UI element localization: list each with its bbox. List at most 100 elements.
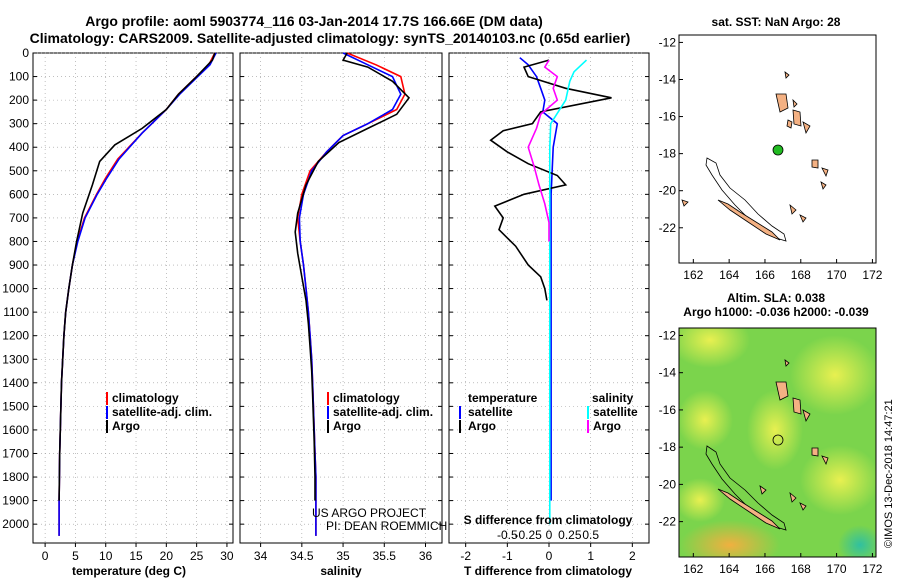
island-espiritu-santo bbox=[775, 381, 789, 401]
sst-title: sat. SST: NaN Argo: 28 bbox=[712, 15, 841, 29]
sla-blob bbox=[680, 520, 780, 557]
legend-argo-label: Argo bbox=[333, 419, 361, 433]
x-tick-label: 1 bbox=[587, 549, 594, 563]
map-lat-label: -14 bbox=[659, 72, 677, 86]
depth-tick-label: 200 bbox=[9, 93, 29, 107]
sst-map: sat. SST: NaN Argo: 28 162 164 166 168 170 17… bbox=[659, 15, 883, 282]
s-tick-label: 0 bbox=[546, 528, 553, 542]
salinity-axes bbox=[239, 52, 443, 544]
island-erromango bbox=[811, 159, 819, 169]
depth-tick-label: 1300 bbox=[2, 352, 29, 366]
imos-label: ©IMOS 13-Dec-2018 14:47:21 bbox=[883, 399, 895, 548]
legend-clim-label: climatology bbox=[112, 391, 179, 405]
title-line2: Climatology: CARS2009. Satellite-adjuste… bbox=[30, 30, 631, 46]
island-ambrym bbox=[786, 119, 793, 129]
sla-title-2: Argo h1000: -0.036 h2000: -0.039 bbox=[683, 305, 869, 319]
new-caledonia-outline bbox=[705, 445, 787, 531]
series-line-s-argo bbox=[527, 59, 559, 242]
series-line-t-argo bbox=[489, 59, 612, 301]
s-difference-label: S difference from climatology bbox=[464, 513, 633, 527]
sla-title-1: Altim. SLA: 0.038 bbox=[727, 291, 825, 305]
x-tick-label: 0 bbox=[546, 549, 553, 563]
series-line-argo bbox=[294, 52, 411, 501]
sla-blob bbox=[790, 335, 876, 415]
difference-panel: -2 -1 0 1 2 temperature satellite Argo salin… bbox=[448, 52, 650, 578]
x-tick-label: 34 bbox=[254, 549, 268, 563]
x-tick-label: 20 bbox=[160, 549, 174, 563]
island-malekula bbox=[792, 109, 802, 127]
map-lat-label: -22 bbox=[659, 515, 677, 529]
map-lat-label: -18 bbox=[659, 147, 677, 161]
map-lon-label: 170 bbox=[827, 268, 847, 282]
map-lon-label: 170 bbox=[827, 562, 847, 576]
x-tick-label: 35.5 bbox=[373, 549, 397, 563]
map-lon-label: 166 bbox=[755, 268, 775, 282]
legend-s-sat-label: satellite bbox=[593, 405, 638, 419]
t-difference-xlabel: T difference from climatology bbox=[464, 564, 632, 578]
island-efate bbox=[802, 409, 811, 423]
island-efate bbox=[802, 121, 811, 135]
map-lon-label: 164 bbox=[719, 268, 739, 282]
legend-temperature-title: temperature bbox=[468, 391, 538, 405]
sla-map: Altim. SLA: 0.038 Argo h1000: -0.036 h20… bbox=[659, 291, 883, 576]
depth-tick-label: 1400 bbox=[2, 376, 29, 390]
x-tick-label: 35 bbox=[336, 549, 350, 563]
temperature-axes bbox=[32, 52, 234, 544]
s-tick-label: 0.25 bbox=[558, 528, 582, 542]
sla-blob bbox=[679, 478, 725, 522]
map-lat-label: -18 bbox=[659, 440, 677, 454]
legend-t-argo-label: Argo bbox=[468, 419, 496, 433]
depth-tick-label: 600 bbox=[9, 187, 29, 201]
depth-tick-label: 1900 bbox=[2, 494, 29, 508]
island-loyalty-1 bbox=[789, 491, 797, 503]
depth-tick-label: 300 bbox=[9, 117, 29, 131]
map-lon-label: 162 bbox=[683, 268, 703, 282]
island-tanna bbox=[821, 455, 829, 466]
sla-field bbox=[679, 328, 876, 557]
map-lon-label: 164 bbox=[719, 562, 739, 576]
depth-tick-label: 1100 bbox=[3, 305, 29, 319]
map-lat-label: -14 bbox=[659, 366, 677, 380]
legend-salinity-title: salinity bbox=[592, 391, 634, 405]
salinity-xlabel: salinity bbox=[320, 564, 362, 578]
island-north-1 bbox=[784, 359, 790, 367]
depth-tick-label: 800 bbox=[9, 234, 29, 248]
depth-tick-label: 2000 bbox=[2, 517, 29, 531]
x-tick-label: -2 bbox=[460, 549, 471, 563]
series-line-t-satellite bbox=[519, 57, 559, 501]
island-pentecost bbox=[792, 98, 798, 108]
depth-tick-label: 1700 bbox=[2, 446, 29, 460]
legend-t-sat-label: satellite bbox=[468, 405, 513, 419]
map-lon-label: 166 bbox=[755, 562, 775, 576]
new-caledonia-land bbox=[717, 199, 781, 241]
map-lat-label: -20 bbox=[659, 477, 677, 491]
x-tick-label: 2 bbox=[629, 549, 636, 563]
sla-map-frame bbox=[678, 327, 877, 558]
island-loyalty-1 bbox=[789, 203, 797, 215]
s-tick-label: -0.5 bbox=[497, 528, 518, 542]
depth-tick-label: 1200 bbox=[2, 329, 29, 343]
sst-float-marker bbox=[772, 144, 784, 156]
new-caledonia-land bbox=[717, 488, 781, 530]
x-tick-label: 36 bbox=[419, 549, 433, 563]
depth-tick-label: 1600 bbox=[2, 423, 29, 437]
map-lat-label: -22 bbox=[659, 221, 677, 235]
difference-legend: temperature satellite Argo salinity sate… bbox=[459, 391, 638, 433]
island-tanna bbox=[821, 167, 829, 178]
salinity-legend: climatology satellite-adj. clim. Argo bbox=[327, 391, 433, 433]
x-tick-label: 15 bbox=[129, 549, 143, 563]
legend-sat-label: satellite-adj. clim. bbox=[112, 405, 212, 419]
map-lat-label: -12 bbox=[659, 328, 677, 342]
map-lat-label: -12 bbox=[659, 35, 677, 49]
depth-tick-label: 1500 bbox=[2, 399, 29, 413]
depth-tick-label: 1800 bbox=[2, 470, 29, 484]
x-tick-label: 10 bbox=[99, 549, 113, 563]
depth-tick-label: 1000 bbox=[2, 282, 29, 296]
project-line2: PI: DEAN ROEMMICH bbox=[326, 519, 447, 533]
island-loyalty-2 bbox=[799, 502, 807, 511]
sla-blob bbox=[679, 390, 733, 450]
temperature-legend: climatology satellite-adj. clim. Argo bbox=[106, 391, 212, 433]
series-line-argo bbox=[58, 52, 216, 501]
map-lon-label: 162 bbox=[683, 562, 703, 576]
map-lon-label: 168 bbox=[791, 562, 811, 576]
